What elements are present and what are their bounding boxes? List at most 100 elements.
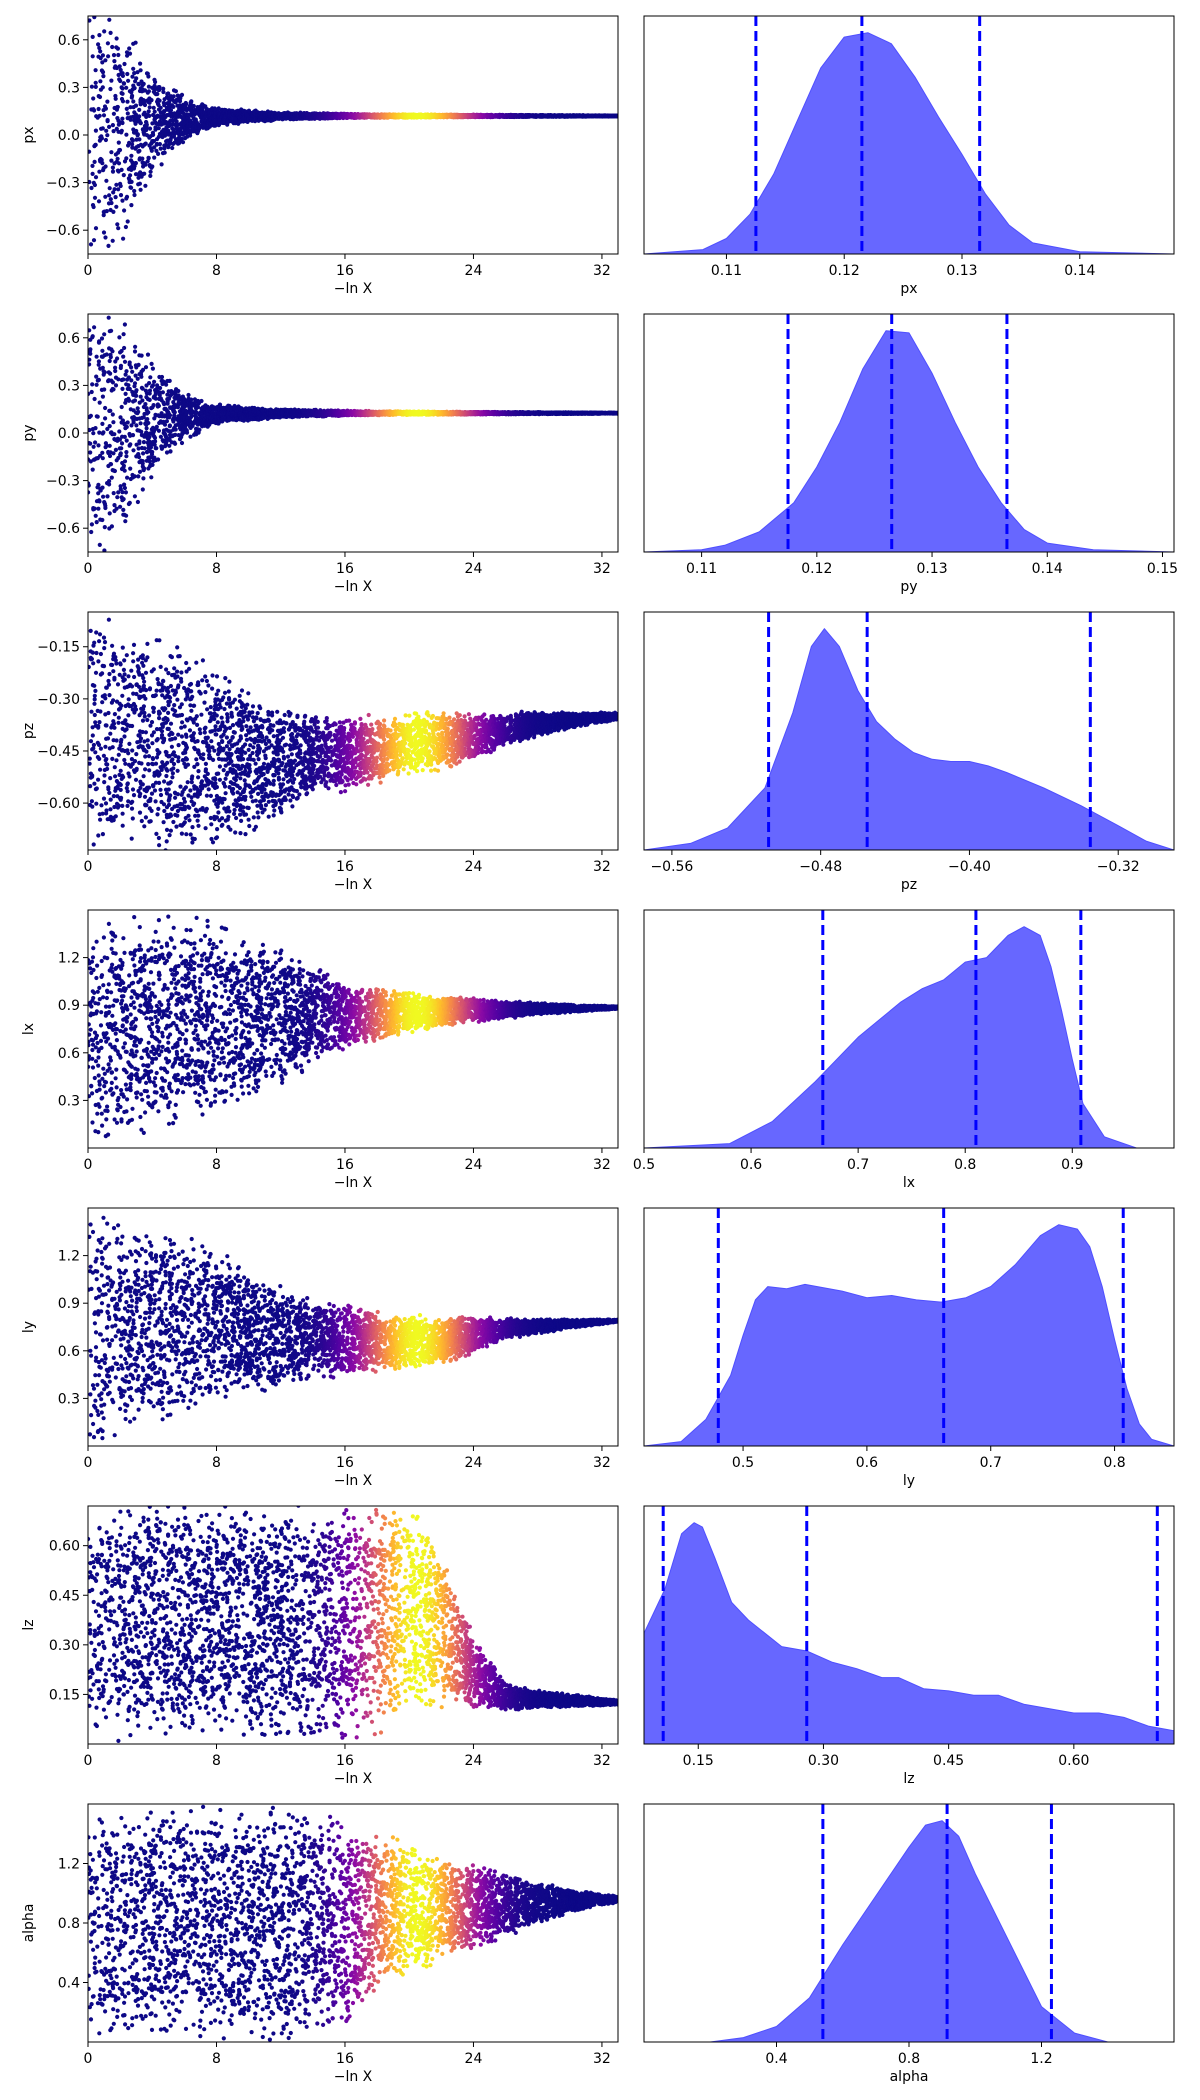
- scatter-point: [140, 156, 145, 161]
- scatter-point: [110, 169, 116, 174]
- scatter-point: [159, 374, 165, 380]
- scatter-point: [153, 439, 158, 444]
- y-tick-label: 0.3: [58, 80, 80, 96]
- scatter-point: [103, 405, 108, 411]
- scatter-point: [151, 139, 156, 144]
- scatter-point: [107, 17, 112, 22]
- scatter-point: [106, 243, 111, 248]
- scatter-point: [152, 379, 157, 384]
- y-tick-label: 0.6: [58, 33, 80, 49]
- scatter-point: [149, 361, 154, 366]
- scatter-point: [124, 156, 129, 161]
- scatter-point: [105, 41, 110, 46]
- scatter-point: [97, 113, 102, 118]
- scatter-point: [118, 183, 123, 189]
- scatter-point: [103, 137, 108, 143]
- scatter-point: [120, 116, 125, 121]
- scatter-point: [91, 444, 96, 449]
- scatter-point: [149, 148, 154, 153]
- scatter-point: [188, 118, 193, 123]
- scatter-point: [101, 230, 107, 235]
- scatter-point: [134, 423, 139, 428]
- scatter-point: [153, 79, 158, 85]
- scatter-point: [145, 417, 150, 422]
- scatter-point: [98, 79, 103, 84]
- scatter-point: [123, 224, 128, 230]
- scatter-point: [91, 431, 96, 436]
- scatter-point: [109, 158, 114, 163]
- scatter-point: [132, 192, 137, 198]
- scatter-point: [121, 507, 126, 512]
- scatter-point: [150, 164, 155, 169]
- scatter-point: [184, 102, 189, 107]
- scatter-point: [137, 181, 142, 186]
- scatter-point: [150, 366, 155, 371]
- scatter-point: [95, 414, 100, 419]
- y-tick-label: 0.0: [58, 128, 80, 144]
- scatter-point: [140, 398, 145, 403]
- scatter-point: [115, 156, 120, 161]
- scatter-point: [103, 235, 108, 240]
- scatter-point: [146, 74, 151, 79]
- scatter-point: [162, 146, 167, 151]
- scatter-point: [145, 352, 151, 357]
- scatter-point: [147, 126, 153, 131]
- scatter-point: [149, 475, 154, 480]
- scatter-point: [110, 238, 115, 243]
- scatter-point: [88, 347, 93, 352]
- scatter-point: [112, 59, 117, 64]
- scatter-point: [133, 40, 138, 45]
- scatter-point: [151, 403, 156, 408]
- scatter-point: [135, 70, 140, 75]
- scatter-point: [135, 376, 140, 381]
- scatter-point: [154, 424, 159, 429]
- scatter-point: [128, 442, 133, 447]
- scatter-point: [97, 45, 102, 51]
- scatter-point: [179, 440, 185, 446]
- scatter-point: [124, 450, 129, 455]
- x-axis-label: −ln X: [334, 281, 373, 297]
- scatter-point: [134, 388, 139, 393]
- scatter-point: [152, 109, 157, 114]
- scatter-point: [117, 147, 123, 153]
- x-tick-label: 0.12: [829, 263, 860, 279]
- scatter-point: [101, 113, 107, 118]
- scatter-point: [141, 440, 146, 445]
- scatter-point: [93, 84, 98, 89]
- scatter-point: [156, 428, 161, 433]
- posterior-density: [644, 32, 1174, 254]
- scatter-point: [116, 187, 121, 192]
- scatter-point: [110, 412, 115, 417]
- scatter-point: [93, 426, 98, 431]
- scatter-point: [127, 51, 133, 56]
- scatter-point: [143, 141, 148, 146]
- scatter-point: [164, 419, 169, 424]
- plot-area: [88, 315, 618, 552]
- scatter-point: [124, 106, 129, 111]
- scatter-point: [195, 405, 200, 410]
- scatter-point: [92, 159, 97, 164]
- scatter-point: [115, 495, 120, 500]
- scatter-point: [96, 377, 101, 382]
- scatter-point: [130, 74, 135, 79]
- scatter-point: [130, 93, 135, 98]
- scatter-point: [119, 128, 124, 133]
- scatter-point: [103, 58, 108, 63]
- scatter-point: [93, 68, 98, 73]
- x-tick-label: 32: [593, 263, 611, 279]
- scatter-point: [111, 53, 117, 58]
- scatter-point: [123, 490, 128, 495]
- scatter-point: [103, 416, 108, 421]
- scatter-point: [128, 117, 133, 122]
- scatter-point: [119, 404, 124, 410]
- scatter-point: [131, 448, 136, 453]
- scatter-point: [105, 99, 110, 104]
- scatter-point: [116, 161, 122, 166]
- scatter-point: [100, 53, 105, 58]
- scatter-point: [88, 413, 93, 418]
- scatter-point: [136, 82, 141, 87]
- scatter-point: [127, 46, 132, 51]
- scatter-point: [120, 91, 125, 96]
- scatter-point: [153, 125, 158, 130]
- scatter-point: [90, 334, 95, 339]
